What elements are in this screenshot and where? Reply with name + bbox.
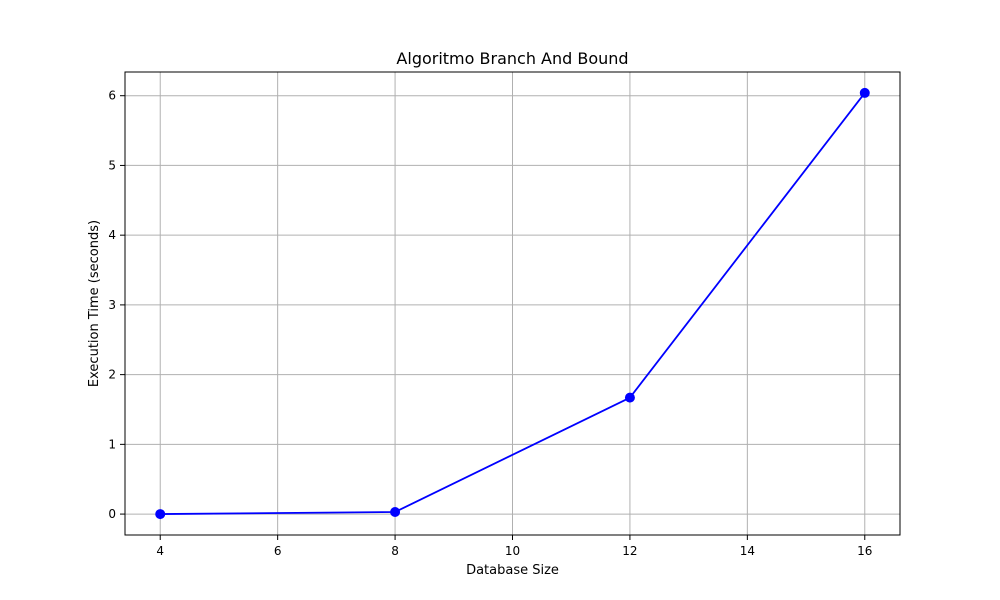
y-tick-label: 3	[108, 298, 116, 312]
data-point	[624, 392, 635, 403]
series-line	[160, 92, 866, 515]
data-point	[390, 506, 401, 517]
grid	[125, 72, 900, 535]
data-point	[859, 87, 870, 98]
x-tick-label: 4	[156, 544, 164, 558]
y-tick-label: 0	[108, 507, 116, 521]
y-tick-label: 6	[108, 89, 116, 103]
y-tick-label: 1	[108, 437, 116, 451]
y-axis-label: Execution Time (seconds)	[87, 220, 102, 387]
x-tick-label: 10	[505, 544, 520, 558]
y-tick-label: 2	[108, 368, 116, 382]
x-tick-label: 12	[622, 544, 637, 558]
series-layer	[155, 87, 870, 520]
x-tick-label: 16	[857, 544, 872, 558]
x-tick-label: 14	[740, 544, 755, 558]
x-tick-label: 6	[274, 544, 282, 558]
x-axis-label: Database Size	[466, 563, 559, 578]
x-tick-label: 8	[391, 544, 399, 558]
y-tick-label: 4	[108, 228, 116, 242]
y-tick-label: 5	[108, 158, 116, 172]
data-point	[155, 509, 166, 520]
chart-title: Algoritmo Branch And Bound	[396, 49, 628, 68]
